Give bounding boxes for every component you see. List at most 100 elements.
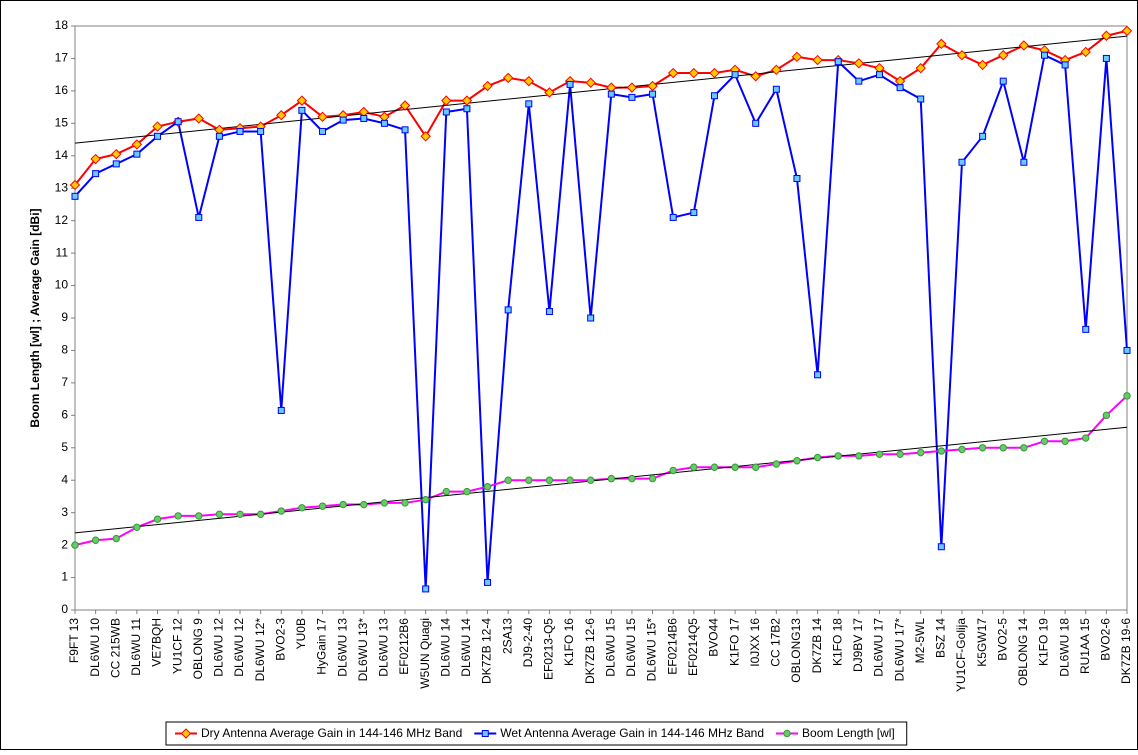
x-tick-label: VE7BQH [150,618,164,667]
data-point [71,541,79,549]
series-line [74,395,1128,547]
data-point [545,476,554,484]
data-point [772,460,781,468]
y-tick-label: 15 [55,116,69,130]
x-tick-label: YU0B [294,618,308,649]
x-tick-label: BVO44 [707,618,721,657]
legend-marker [783,729,791,738]
data-point [339,500,347,509]
y-tick-label: 8 [61,343,68,357]
data-point [669,466,677,475]
data-point [812,54,823,66]
legend-marker [180,728,192,739]
data-point [731,71,739,79]
x-tick-label: K1FO 19 [1037,618,1051,666]
y-tick-label: 6 [61,408,68,422]
data-point [257,127,265,135]
data-point [298,504,306,512]
y-tick-label: 17 [55,51,69,65]
data-point [442,108,450,116]
x-tick-label: DL6WU 17* [892,618,906,682]
data-point [195,213,203,221]
data-point [69,179,81,191]
data-point [853,58,865,69]
x-tick-label: K1FO 16 [562,618,576,666]
data-point [153,515,162,523]
data-point [917,448,925,457]
data-point [133,150,141,158]
data-point [999,444,1007,452]
data-point [1061,437,1069,445]
x-tick-label: K1FO 17 [727,618,741,666]
data-point [566,80,574,88]
data-point [131,139,143,150]
data-point [813,453,822,462]
data-point [936,38,947,50]
data-point [360,500,368,509]
x-tick-label: W5UN Quagi [418,618,432,689]
data-point [855,452,863,460]
legend-label: Boom Length [wl] [802,726,895,740]
data-point [1101,30,1112,41]
data-point [669,213,677,221]
trendline [74,35,1128,144]
data-point [649,90,657,98]
x-tick-label: DL6WU 13 [377,618,391,677]
x-tick-label: DL6WU 12 [232,618,246,677]
data-point [1040,437,1049,445]
data-point [215,132,223,140]
data-point [441,95,452,106]
y-tick-label: 18 [55,18,69,32]
x-tick-label: BSZ 14 [934,618,948,658]
x-tick-label: DL6WU 11 [129,618,143,676]
data-point [688,67,700,79]
y-tick-label: 2 [61,537,68,551]
data-point [215,510,224,518]
data-point [956,49,968,61]
x-tick-label: DL6WU 15* [645,618,659,682]
plot-area [74,25,1128,611]
series-line [74,53,1128,589]
x-tick-label: RU1AA 15 [1078,618,1092,674]
x-tick-label: EF0214Q5 [686,618,700,676]
x-tick-label: BVO2-6 [1099,618,1113,661]
data-point [917,95,925,103]
x-tick-label: BVO2-3 [273,618,287,661]
data-point [525,100,533,108]
x-tick-label: DL6WU 14 [438,618,452,677]
x-tick-label: CC 17B2 [769,618,783,667]
x-tick-label: 2SA13 [500,618,514,654]
data-point [647,80,658,92]
x-tick-label: DL6WU 14 [459,618,473,677]
data-point [750,71,761,82]
x-tick-label: EF0212B6 [397,618,411,675]
data-point [133,523,141,531]
data-point [318,502,327,510]
trendline [74,426,1128,534]
data-point [958,158,966,166]
x-tick-label: K5GW17 [975,618,989,667]
x-tick-label: HyGain 17 [315,618,329,675]
x-tick-label: DJ9BV 17 [851,618,865,672]
data-point [298,106,306,114]
y-tick-label: 11 [56,245,69,259]
data-point [1102,54,1110,62]
data-point [463,487,471,496]
x-tick-label: F9FT 13 [67,618,81,663]
data-point [1080,46,1091,58]
x-tick-label: OBLONG 9 [191,618,205,680]
x-tick-label: DL6WU 18 [1057,618,1071,677]
data-point [112,534,120,543]
data-point [1121,25,1133,37]
data-point [1082,434,1090,442]
x-tick-label: DL6WU 15 [624,618,638,677]
data-point [1020,444,1028,452]
data-point [587,314,595,322]
data-point [317,111,328,123]
data-point [834,58,842,66]
data-point [483,483,492,491]
y-tick-label: 5 [61,440,68,454]
data-point [152,121,163,132]
data-point [401,126,409,134]
